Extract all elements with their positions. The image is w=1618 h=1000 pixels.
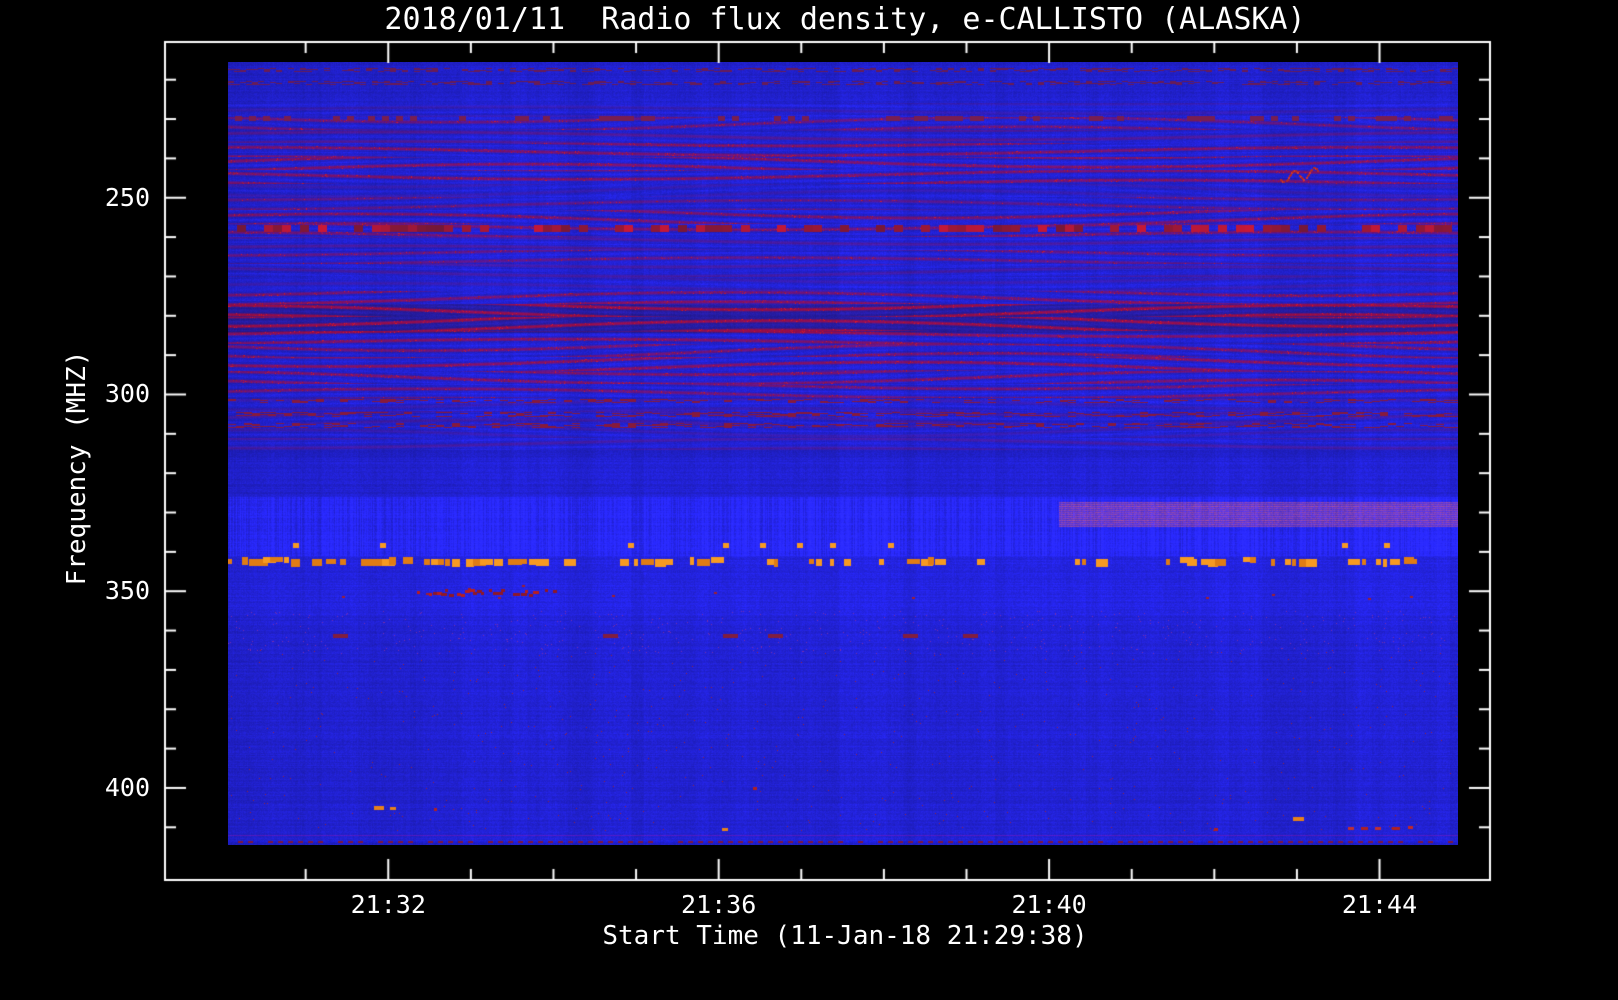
y-tick-label: 250 — [104, 182, 150, 212]
x-axis-label: Start Time (11-Jan-18 21:29:38) — [602, 921, 1088, 951]
y-tick-label: 350 — [104, 576, 150, 606]
plot-title: 2018/01/11 Radio flux density, e-CALLIST… — [384, 2, 1306, 37]
x-tick-label: 21:36 — [681, 890, 757, 919]
y-tick-label: 300 — [104, 379, 150, 409]
x-tick-label: 21:44 — [1341, 890, 1418, 919]
y-tick-label: 400 — [104, 772, 150, 802]
y-axis-label: Frequency (MHZ) — [62, 350, 92, 586]
x-tick-label: 21:32 — [350, 890, 426, 919]
spectrogram-canvas — [228, 62, 1458, 845]
x-tick-label: 21:40 — [1011, 890, 1087, 919]
